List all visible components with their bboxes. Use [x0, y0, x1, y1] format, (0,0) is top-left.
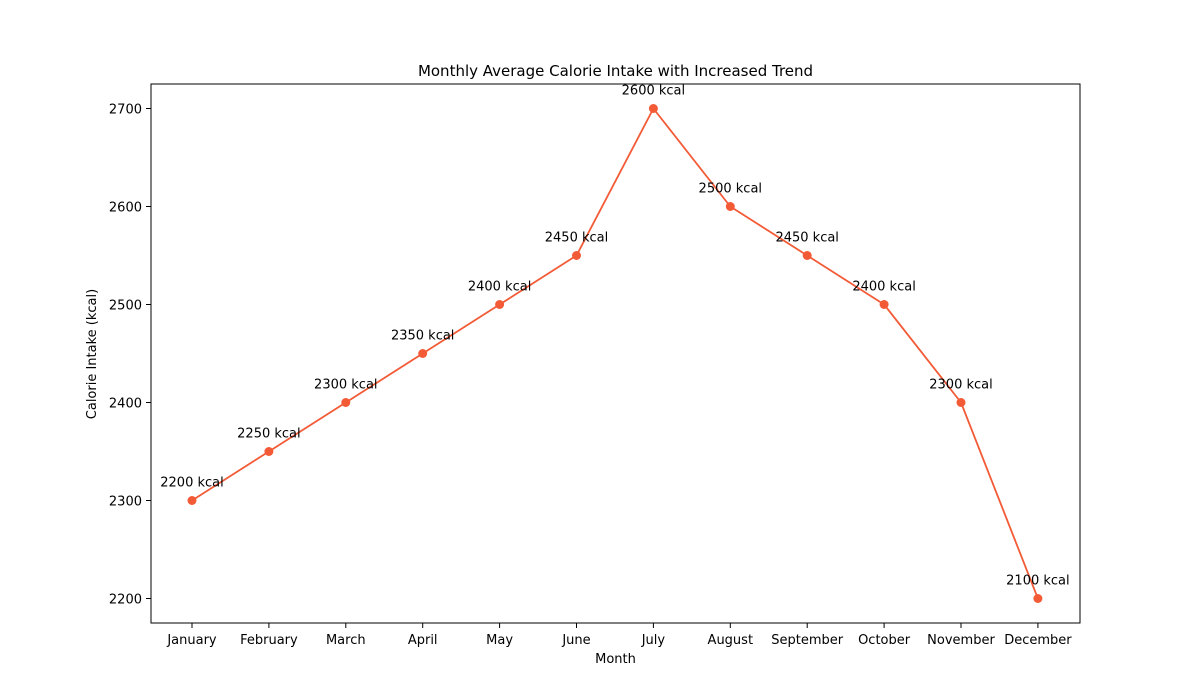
y-tick-label: 2700 — [109, 103, 142, 118]
x-tick-label: August — [708, 633, 754, 648]
data-point — [187, 496, 197, 505]
data-point — [418, 349, 428, 358]
x-tick-label: April — [408, 633, 438, 648]
data-point — [956, 398, 966, 407]
data-point — [264, 447, 274, 456]
data-label: 2600 kcal — [622, 84, 685, 99]
y-tick-label: 2600 — [109, 201, 142, 216]
data-label: 2450 kcal — [775, 231, 838, 246]
data-point — [341, 398, 351, 407]
data-label: 2500 kcal — [699, 182, 762, 197]
data-point — [725, 202, 735, 211]
data-point — [572, 251, 581, 260]
data-point — [879, 300, 889, 309]
data-label: 2400 kcal — [852, 280, 915, 295]
plot-layer: 2200 2300 2400 2500 2600 2700 January February M… — [109, 83, 1081, 648]
data-label: 2250 kcal — [237, 427, 300, 442]
x-tick-label: December — [1004, 633, 1072, 648]
data-label: 2100 kcal — [1006, 574, 1069, 589]
y-axis-label: Calorie Intake (kcal) — [85, 289, 100, 419]
y-tick-label: 2300 — [109, 495, 142, 510]
x-tick-label: January — [166, 633, 217, 648]
data-label: 2300 kcal — [314, 378, 377, 393]
x-tick-label: May — [486, 633, 513, 648]
data-point — [495, 300, 505, 309]
x-tick-label: June — [561, 633, 590, 648]
data-label: 2300 kcal — [929, 378, 992, 393]
x-axis-label: Month — [595, 652, 636, 667]
x-tick-label: February — [240, 633, 298, 648]
chart-title: Monthly Average Calorie Intake with Incr… — [418, 62, 813, 80]
data-label: 2350 kcal — [391, 329, 454, 344]
data-label: 2400 kcal — [468, 280, 531, 295]
x-tick-label: November — [927, 633, 995, 648]
y-tick-label: 2200 — [109, 593, 142, 608]
series-line — [191, 107, 1039, 599]
data-point — [1033, 594, 1043, 603]
data-point — [648, 104, 658, 113]
x-tick-label: July — [641, 633, 666, 648]
x-tick-label: October — [858, 633, 911, 648]
plot-frame — [150, 83, 1081, 624]
x-tick-label: September — [771, 633, 844, 648]
y-tick-label: 2500 — [109, 299, 142, 314]
data-point — [802, 251, 812, 260]
y-tick-label: 2400 — [109, 397, 142, 412]
data-label: 2200 kcal — [160, 476, 223, 491]
data-label: 2450 kcal — [545, 231, 608, 246]
x-tick-label: March — [326, 633, 366, 648]
